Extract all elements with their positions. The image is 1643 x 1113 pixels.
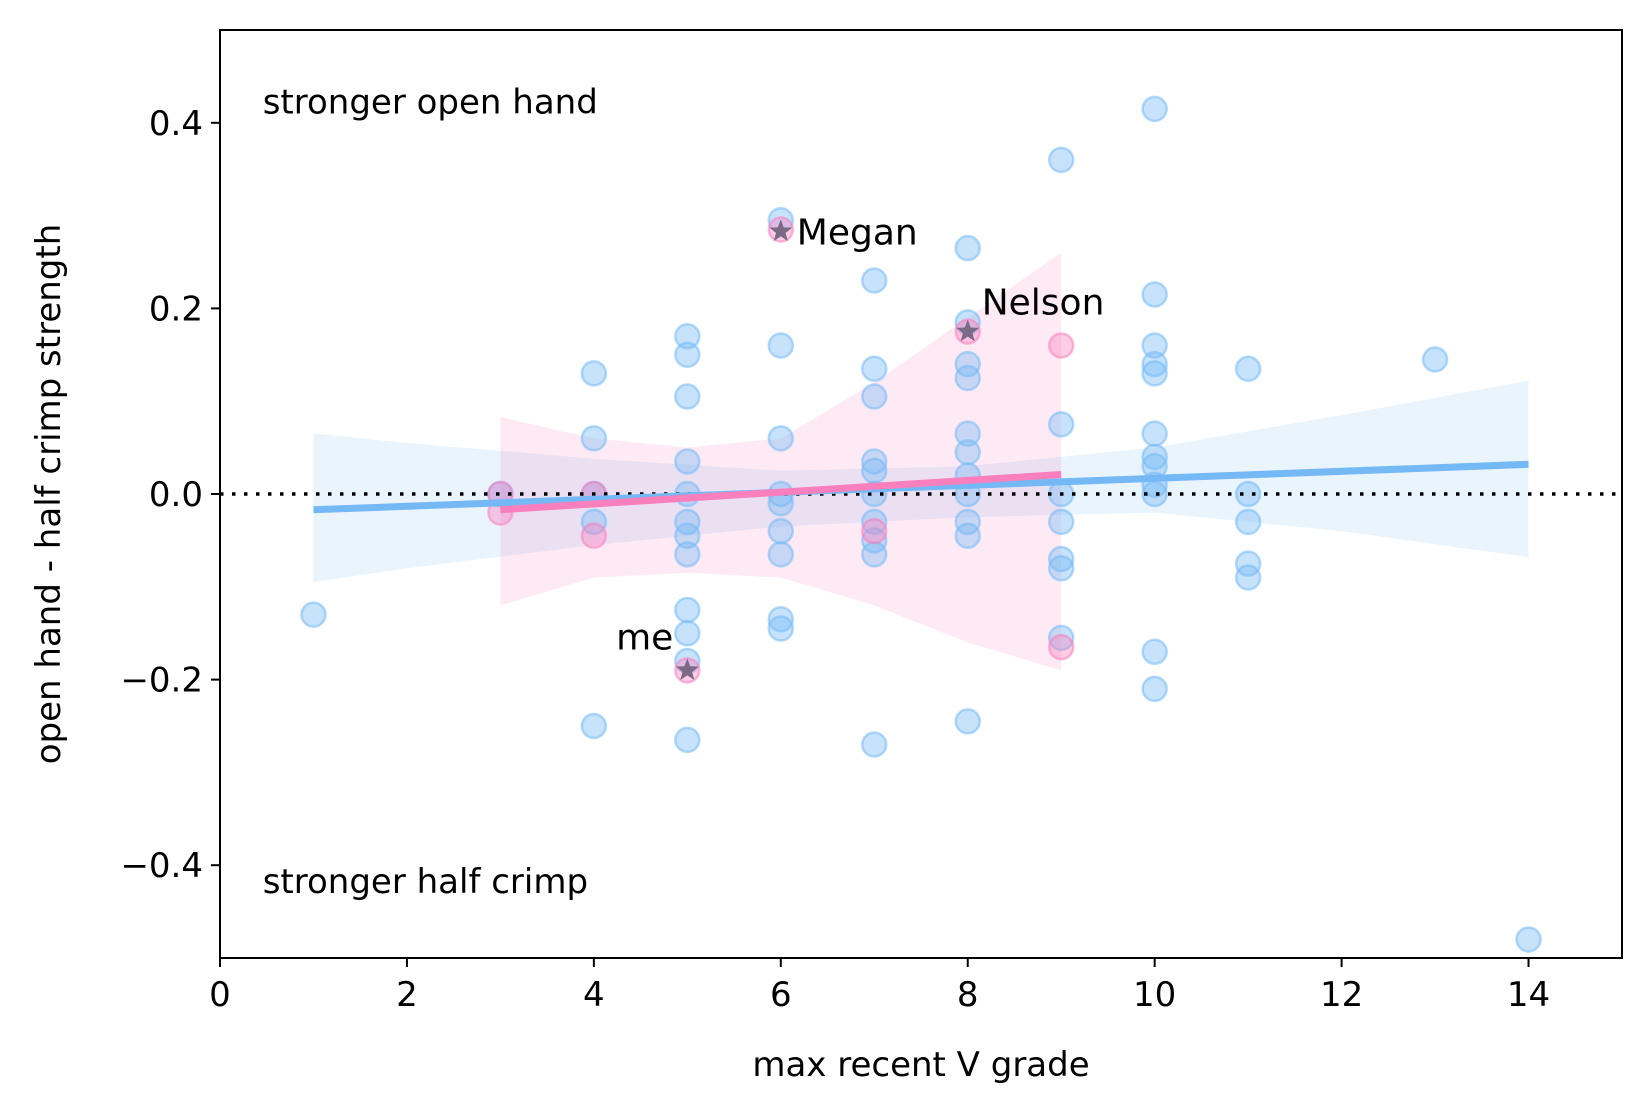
- data-point: [1047, 545, 1075, 573]
- x-axis-ticks: 0 2 4 6 8 10 12 14: [209, 958, 1550, 1015]
- data-point: [1141, 281, 1168, 308]
- data-point: [767, 606, 795, 633]
- star-marker-0: [769, 219, 793, 242]
- data-point: [1047, 554, 1075, 582]
- data-point: [767, 541, 795, 568]
- y-tick-label: −0.2: [120, 661, 203, 701]
- y-axis-label: open hand - half crimp strength: [29, 224, 69, 765]
- data-point: [1234, 355, 1262, 382]
- data-point: [580, 712, 608, 740]
- data-point: [580, 425, 608, 452]
- data-point: [954, 438, 981, 466]
- data-point: [1515, 926, 1542, 953]
- data-point: [861, 527, 888, 554]
- ci-band-1: [500, 252, 1062, 671]
- region-label-half-crimp: stronger half crimp: [263, 862, 588, 902]
- data-point: [1141, 638, 1168, 666]
- star-marker-1: [956, 319, 980, 342]
- data-point: [861, 457, 888, 485]
- data-point: [861, 267, 888, 294]
- data-point: [580, 522, 608, 550]
- data-point: [1141, 675, 1168, 703]
- y-tick-label: 0.0: [149, 475, 203, 515]
- data-point: [861, 383, 888, 410]
- x-tick-label: 2: [396, 975, 418, 1015]
- data-point: [1047, 146, 1075, 174]
- x-tick-label: 14: [1507, 975, 1550, 1015]
- data-point: [861, 541, 888, 568]
- data-point: [861, 517, 888, 545]
- y-axis-ticks: 0.4 0.2 0.0 −0.2 −0.4: [120, 104, 220, 886]
- confidence-bands: [313, 252, 1529, 671]
- regression-lines: [313, 460, 1529, 514]
- data-point: [767, 425, 795, 452]
- x-tick-label: 4: [583, 975, 605, 1015]
- data-point: [861, 448, 888, 475]
- data-point: [1047, 508, 1075, 536]
- data-point: [767, 615, 795, 642]
- data-point: [1141, 350, 1168, 378]
- x-tick-label: 0: [209, 975, 231, 1015]
- data-point: [954, 420, 981, 447]
- data-point: [1141, 443, 1168, 471]
- x-tick-label: 6: [770, 975, 792, 1015]
- data-point: [1141, 480, 1168, 508]
- data-point: [1047, 411, 1075, 438]
- data-point: [1234, 564, 1262, 591]
- data-point: [1234, 480, 1262, 508]
- data-point: [674, 726, 701, 754]
- star-marker-2: [675, 658, 699, 681]
- data-point: [1234, 508, 1262, 536]
- data-point: [861, 355, 888, 382]
- data-point: [1141, 95, 1168, 123]
- data-point: [767, 332, 795, 359]
- annotation-label-me: me: [616, 617, 673, 658]
- data-point: [674, 541, 701, 568]
- data-point: [674, 448, 701, 475]
- data-point: [954, 522, 981, 550]
- data-point: [674, 322, 701, 350]
- data-point: [1047, 332, 1075, 359]
- data-point: [580, 360, 608, 387]
- regression-line-0: [313, 460, 1529, 514]
- data-point: [1047, 633, 1075, 661]
- x-axis-label: max recent V grade: [752, 1045, 1089, 1085]
- data-point: [674, 619, 701, 647]
- data-point: [580, 508, 608, 536]
- region-label-open-hand: stronger open hand: [263, 83, 598, 123]
- data-point: [1141, 420, 1168, 447]
- y-tick-label: −0.4: [120, 846, 203, 886]
- data-point: [1141, 360, 1168, 387]
- data-point: [954, 508, 981, 536]
- regression-line-1: [500, 471, 1062, 514]
- data-point: [1234, 550, 1262, 577]
- x-tick-label: 10: [1133, 975, 1176, 1015]
- data-point: [674, 341, 701, 369]
- annotation-markers: [675, 219, 980, 681]
- data-point: [954, 708, 981, 735]
- data-point: [300, 601, 327, 628]
- data-point: [954, 364, 981, 392]
- data-point: [674, 596, 701, 624]
- data-point: [954, 234, 981, 262]
- data-point: [861, 731, 888, 758]
- data-point: [767, 517, 795, 545]
- x-tick-label: 12: [1320, 975, 1363, 1015]
- x-tick-label: 8: [957, 975, 979, 1015]
- data-point: [954, 350, 981, 378]
- data-point: [674, 508, 701, 536]
- data-point: [674, 522, 701, 550]
- annotation-label-megan: Megan: [797, 212, 918, 253]
- data-point: [1047, 624, 1075, 652]
- data-point: [861, 508, 888, 536]
- data-point: [1421, 346, 1449, 373]
- data-point: [1141, 332, 1168, 359]
- y-tick-label: 0.4: [149, 104, 203, 144]
- annotation-label-nelson: Nelson: [982, 283, 1105, 324]
- y-tick-label: 0.2: [149, 289, 203, 329]
- data-point: [674, 383, 701, 410]
